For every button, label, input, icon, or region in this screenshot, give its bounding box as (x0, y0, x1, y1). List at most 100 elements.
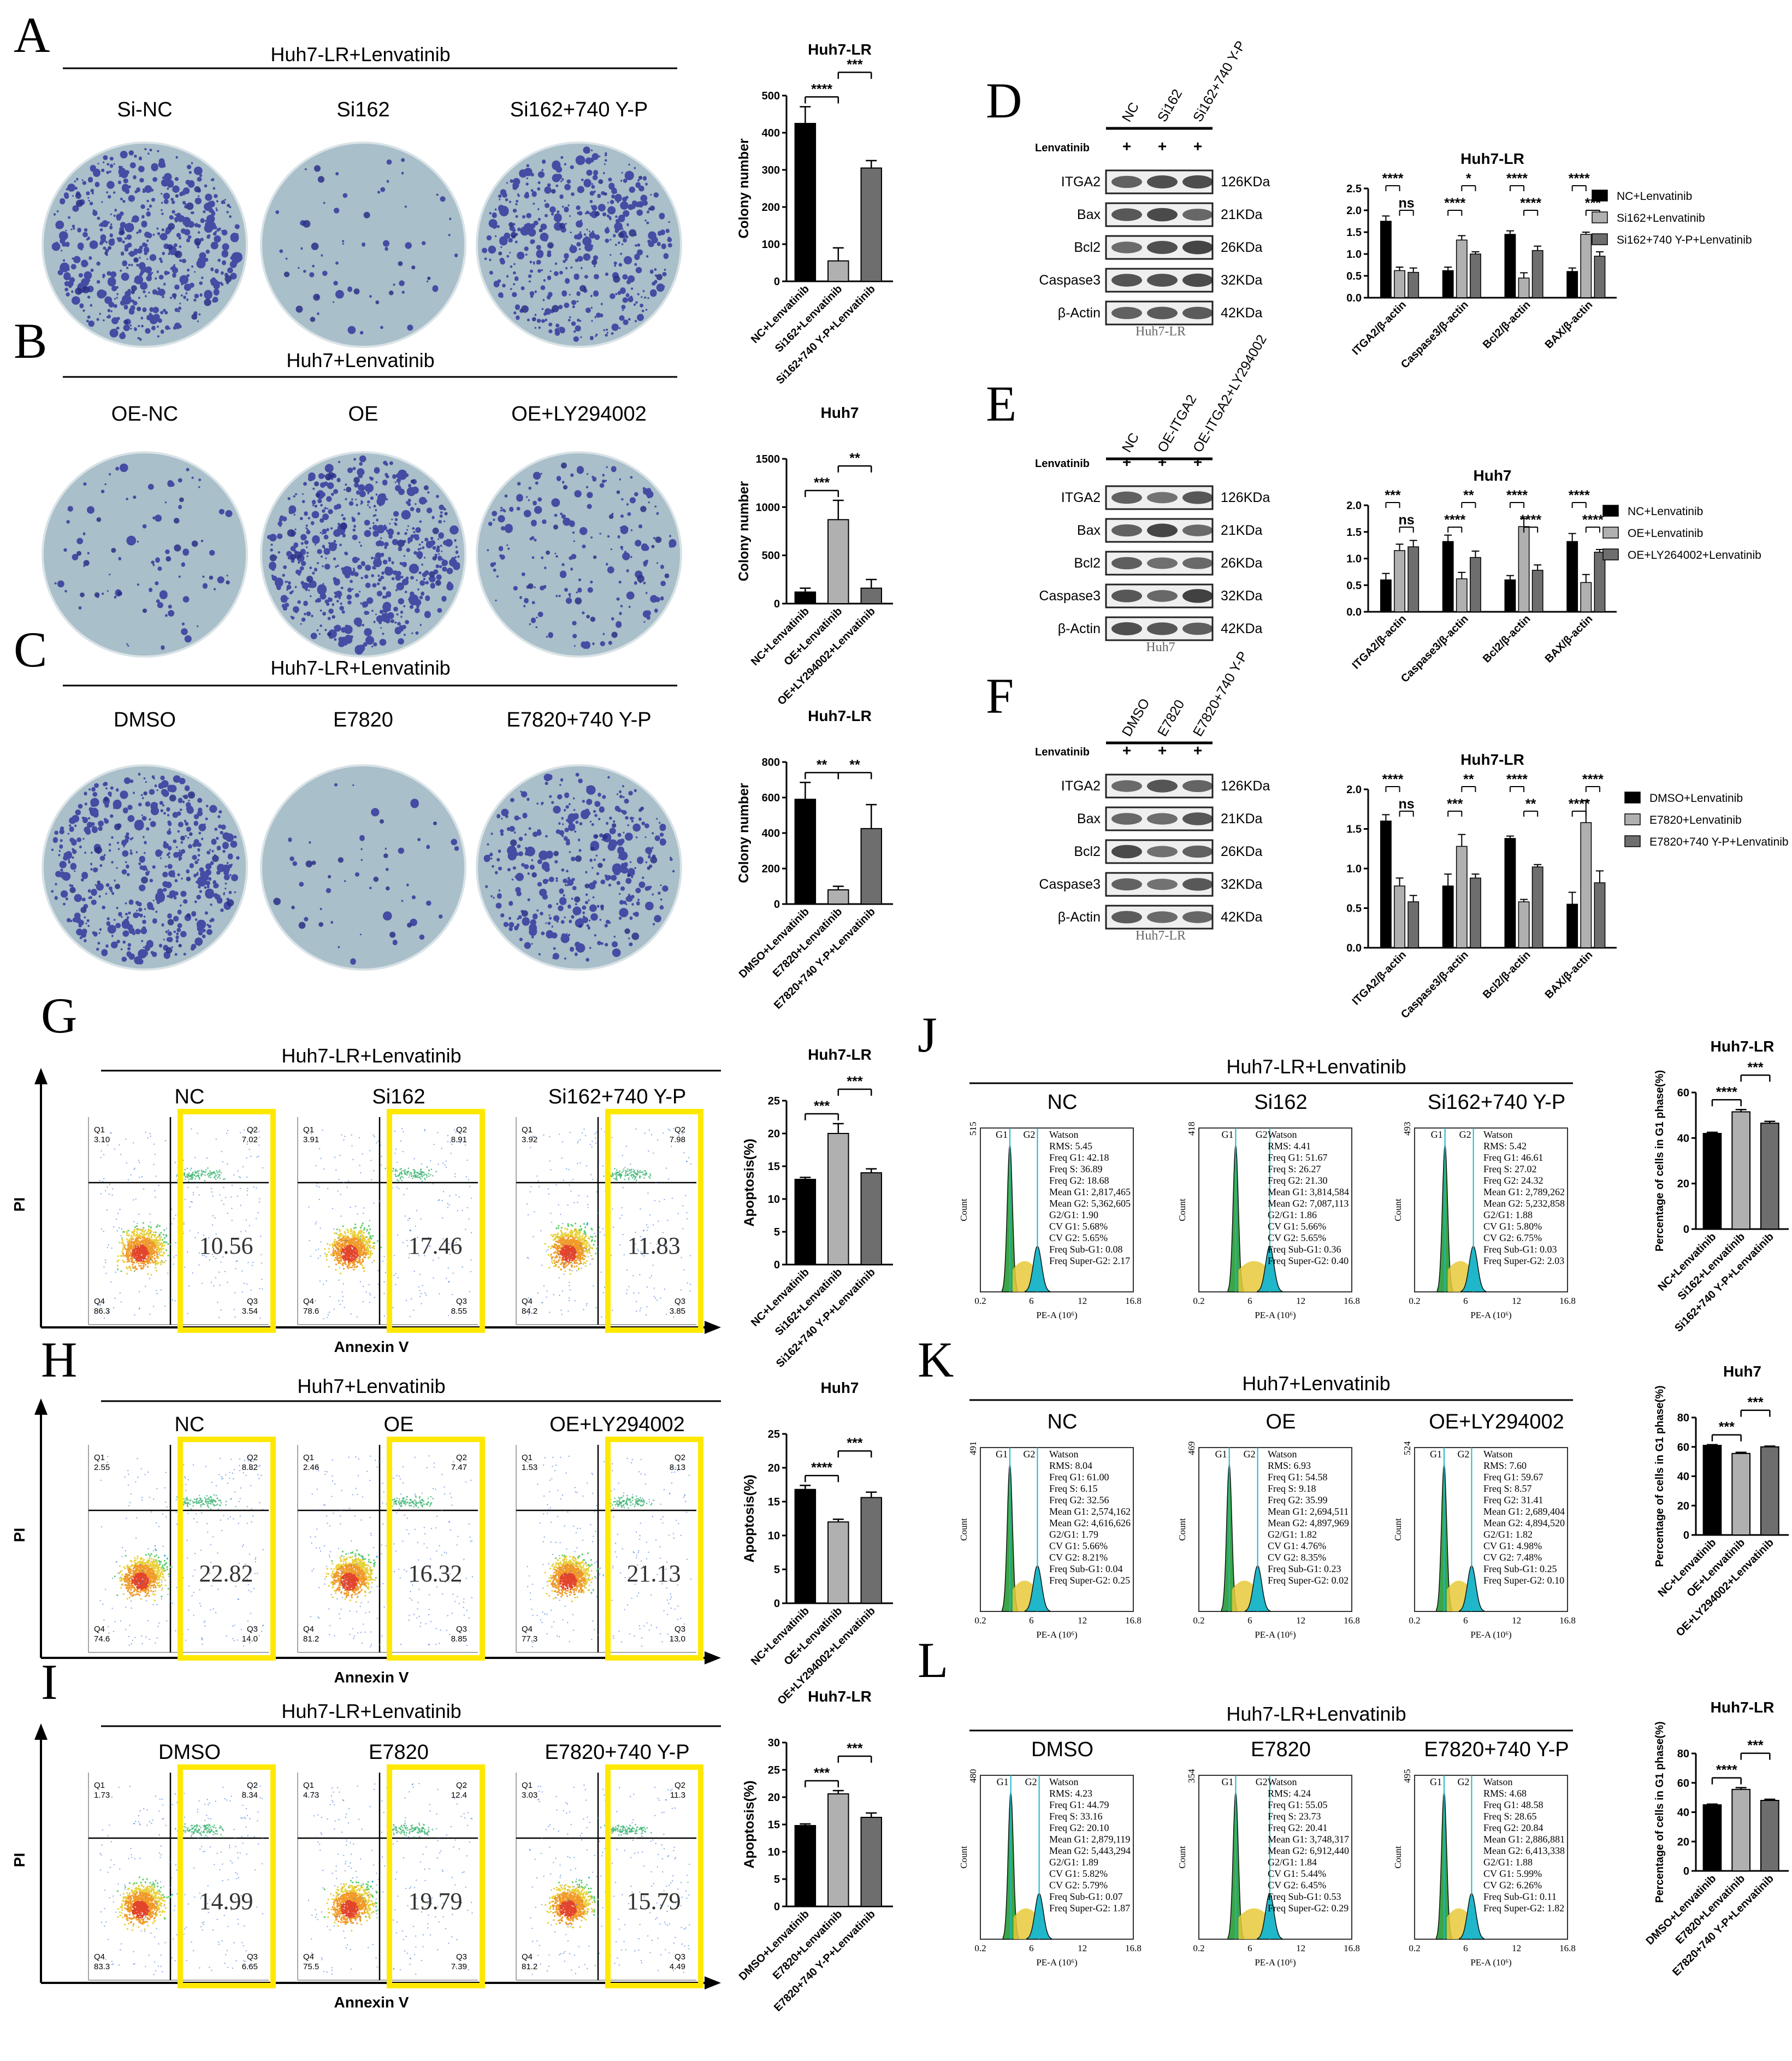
event-dot (129, 1251, 132, 1253)
event-dot (441, 1148, 442, 1149)
event-dot (370, 1250, 372, 1252)
event-dot (351, 1244, 353, 1247)
dish-label: OE-NC (111, 403, 178, 426)
event-dot (205, 1256, 207, 1258)
event-dot (362, 1237, 364, 1239)
event-dot (156, 1242, 159, 1244)
event-dot (594, 1240, 596, 1242)
apoptosis-percent: 10.56 (199, 1232, 253, 1259)
event-dot (116, 1230, 118, 1232)
event-dot (147, 1240, 149, 1242)
event-dot (583, 1129, 585, 1130)
event-dot (315, 1165, 317, 1167)
event-dot (337, 1244, 339, 1247)
event-dot (541, 1264, 543, 1266)
event-dot (632, 1174, 635, 1176)
event-dot (566, 1242, 569, 1244)
event-dot (363, 1249, 365, 1251)
y-tick-label: 0 (774, 899, 780, 911)
event-dot (646, 1230, 648, 1231)
event-dot (130, 1269, 132, 1272)
protein-band (1147, 274, 1178, 287)
event-dot (357, 1248, 359, 1250)
colony (590, 846, 595, 851)
event-dot (100, 1193, 102, 1195)
event-dot (555, 1227, 558, 1230)
bar (1394, 885, 1405, 948)
event-dot (121, 1242, 123, 1244)
event-dot (571, 1247, 573, 1249)
event-dot (151, 1250, 153, 1252)
event-dot (150, 1257, 152, 1259)
event-dot (612, 1175, 614, 1177)
bar (1518, 277, 1530, 298)
protein-band (1111, 306, 1142, 320)
band-size: 126KDa (1221, 778, 1270, 794)
event-dot (356, 1238, 358, 1240)
event-dot (105, 1262, 107, 1263)
event-dot (216, 1171, 218, 1173)
event-dot (590, 1255, 593, 1257)
event-dot (211, 1172, 212, 1174)
event-dot (342, 1257, 345, 1260)
colony (294, 551, 302, 559)
band-label: β-Actin (1058, 910, 1101, 925)
bar (827, 889, 849, 905)
event-dot (549, 1160, 551, 1162)
lane-label: NC (1119, 430, 1142, 455)
event-dot (404, 1215, 406, 1217)
colony (563, 485, 568, 490)
y-tick-label: 0 (774, 1901, 780, 1913)
event-dot (338, 1260, 340, 1263)
event-dot (567, 1223, 569, 1225)
event-dot (356, 1243, 358, 1245)
event-dot (397, 1277, 399, 1278)
protein-band (1111, 208, 1142, 221)
event-dot (132, 1142, 134, 1144)
event-dot (465, 1176, 468, 1178)
event-dot (153, 1243, 156, 1245)
event-dot (442, 1217, 443, 1219)
event-dot (403, 1170, 405, 1172)
event-dot (149, 1313, 151, 1315)
event-dot (160, 1250, 163, 1253)
y-tick-label: 1.5 (1346, 527, 1362, 539)
event-dot (156, 1248, 158, 1250)
event-dot (124, 1244, 126, 1246)
event-dot (226, 1132, 228, 1134)
event-dot (146, 1266, 149, 1268)
panel-letter-I: I (41, 1654, 58, 1710)
colony (521, 910, 528, 917)
protein-band (1182, 557, 1213, 569)
event-dot (629, 1168, 631, 1171)
event-dot (117, 1255, 119, 1257)
treatment-sign: + (1158, 742, 1167, 759)
event-dot (646, 1286, 648, 1288)
event-dot (158, 1252, 161, 1254)
y-tick-label: 0.5 (1346, 270, 1362, 282)
event-dot (213, 1285, 215, 1287)
event-dot (256, 1187, 257, 1189)
q1-value: 3.10 (94, 1135, 110, 1144)
grouped-chart-F: Huh7-LR0.00.51.01.52.0ITGA2/β-actinCaspa… (1346, 751, 1788, 1021)
event-dot (144, 1233, 146, 1236)
event-dot (347, 1260, 350, 1263)
event-dot (135, 1245, 137, 1248)
bar (1760, 1800, 1779, 1871)
colony (317, 176, 325, 183)
x-tick-label: Bcl2/β-actin (1481, 949, 1533, 1001)
event-dot (335, 1268, 337, 1271)
event-dot (653, 1152, 654, 1154)
event-dot (155, 1244, 157, 1247)
event-dot (413, 1271, 415, 1272)
event-dot (362, 1267, 364, 1269)
event-dot (150, 1235, 152, 1237)
colony (76, 551, 81, 556)
band-size: 21KDa (1221, 207, 1263, 222)
event-dot (138, 1257, 140, 1259)
event-dot (350, 1238, 352, 1240)
protein-band (1147, 208, 1178, 222)
event-dot (622, 1233, 624, 1236)
event-dot (556, 1245, 558, 1247)
event-dot (547, 1188, 549, 1190)
